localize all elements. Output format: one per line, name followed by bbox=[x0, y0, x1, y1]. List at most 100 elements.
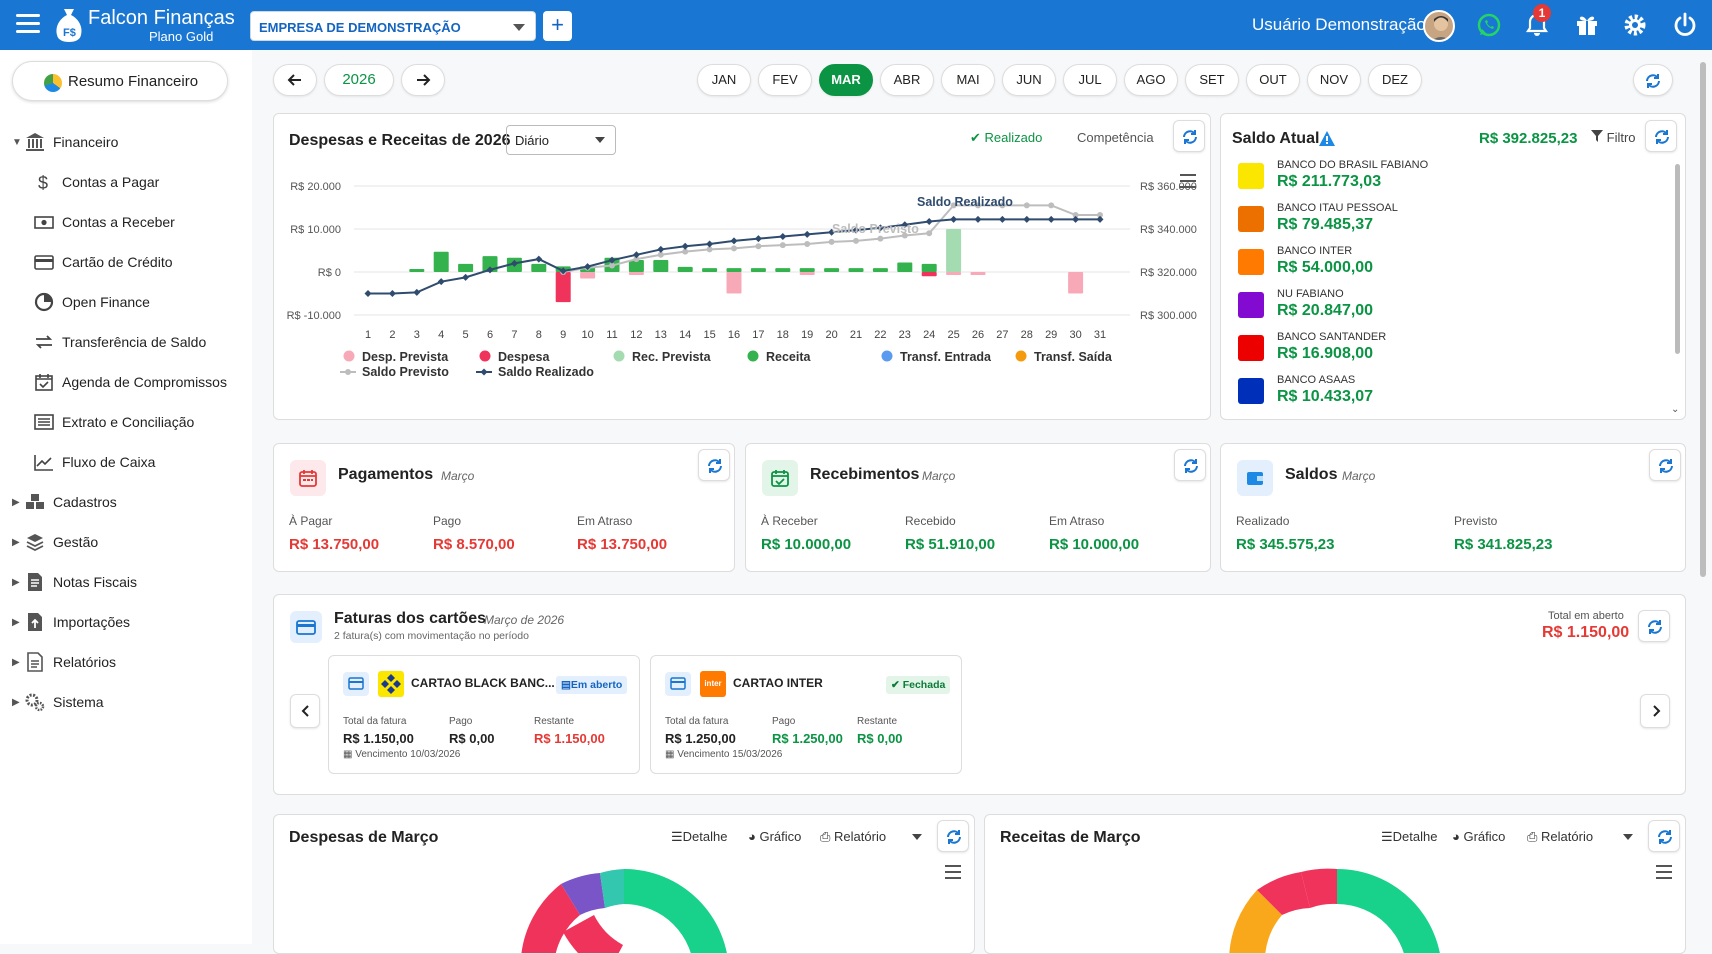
invoice-card-inter[interactable]: inter CARTAO INTER ✔ Fechada Total da fa… bbox=[650, 655, 962, 774]
chart-menu-icon[interactable] bbox=[1180, 174, 1196, 188]
legend-label: Receita bbox=[766, 350, 812, 364]
month-abr[interactable]: ABR bbox=[880, 64, 934, 96]
point-saldo-previsto bbox=[877, 235, 884, 242]
prev-year-button[interactable] bbox=[273, 64, 317, 96]
bank-row[interactable]: BANCO DO BRASIL FABIANO R$ 211.773,03 bbox=[1238, 159, 1538, 199]
refresh-pagamentos-button[interactable] bbox=[698, 449, 730, 481]
hamburger-menu-icon[interactable] bbox=[16, 14, 40, 34]
month-nov[interactable]: NOV bbox=[1307, 64, 1361, 96]
month-mar[interactable]: MAR bbox=[819, 64, 873, 96]
month-ago[interactable]: AGO bbox=[1124, 64, 1178, 96]
chart-menu-icon[interactable] bbox=[945, 865, 961, 879]
sidebar-item-contas-a-receber[interactable]: Contas a Receber bbox=[0, 204, 252, 240]
realizado-toggle[interactable]: ✔ Realizado bbox=[970, 130, 1042, 146]
bar-receita bbox=[799, 268, 815, 272]
granularity-select[interactable]: Diário bbox=[506, 125, 616, 155]
month-dez[interactable]: DEZ bbox=[1368, 64, 1422, 96]
sidebar-group-notas-fiscais[interactable]: ▶ Notas Fiscais bbox=[0, 564, 252, 600]
filter-button[interactable]: Filtro bbox=[1591, 130, 1636, 145]
invoice-card-bb[interactable]: CARTAO BLACK BANC... ▤Em aberto Total da… bbox=[328, 655, 640, 774]
whatsapp-icon[interactable] bbox=[1476, 12, 1502, 38]
month-jun[interactable]: JUN bbox=[1002, 64, 1056, 96]
gear-icon[interactable] bbox=[1622, 12, 1648, 38]
detalhe-tab[interactable]: ☰Detalhe bbox=[1381, 829, 1437, 845]
bar-despesa bbox=[921, 272, 937, 277]
refresh-faturas-button[interactable] bbox=[1638, 610, 1670, 642]
add-company-button[interactable]: + bbox=[543, 11, 572, 41]
point-saldo-realizado bbox=[803, 230, 811, 238]
pagamentos-card: Pagamentos Março À Pagar R$ 13.750,00 Pa… bbox=[273, 443, 735, 572]
chevron-down-icon[interactable] bbox=[912, 834, 922, 845]
grafico-tab[interactable]: ◕ Gráfico bbox=[1452, 829, 1505, 844]
bank-row[interactable]: BANCO ASAAS R$ 10.433,07 bbox=[1238, 374, 1538, 414]
relatorio-tab[interactable]: ⎙ Relatório bbox=[1527, 829, 1593, 845]
refresh-recebimentos-button[interactable] bbox=[1174, 449, 1206, 481]
page-scrollbar[interactable] bbox=[1700, 62, 1706, 577]
company-select[interactable]: EMPRESA DE DEMONSTRAÇÃO bbox=[250, 11, 536, 41]
sidebar-item-agenda[interactable]: Agenda de Compromissos bbox=[0, 364, 252, 400]
bank-row[interactable]: BANCO INTER R$ 54.000,00 bbox=[1238, 245, 1538, 285]
chevron-down-icon[interactable] bbox=[1623, 834, 1633, 845]
competencia-toggle[interactable]: Competência bbox=[1077, 130, 1154, 145]
month-mai[interactable]: MAI bbox=[941, 64, 995, 96]
sidebar-item-transferencia[interactable]: Transferência de Saldo bbox=[0, 324, 252, 360]
point-saldo-previsto bbox=[609, 262, 615, 269]
saldos-month: Março bbox=[1342, 469, 1376, 483]
sidebar-item-fluxo-de-caixa[interactable]: Fluxo de Caixa bbox=[0, 444, 252, 480]
scroll-down-icon[interactable]: ⌄ bbox=[1671, 404, 1680, 415]
warning-icon[interactable] bbox=[1318, 130, 1336, 147]
point-saldo-realizado bbox=[998, 215, 1006, 223]
refresh-saldos-button[interactable] bbox=[1649, 449, 1681, 481]
user-name[interactable]: Usuário Demonstração bbox=[1252, 15, 1426, 34]
bar-desp-prevista bbox=[726, 272, 742, 294]
brand-logo[interactable]: F$ Falcon Finanças Plano Gold bbox=[54, 5, 244, 47]
bank-row[interactable]: BANCO ITAU PESSOAL R$ 79.485,37 bbox=[1238, 202, 1538, 242]
sidebar-item-contas-a-pagar[interactable]: $ Contas a Pagar bbox=[0, 164, 252, 200]
notification-badge: 1 bbox=[1533, 4, 1551, 22]
grafico-tab[interactable]: ◕ Gráfico bbox=[748, 829, 801, 844]
refresh-all-button[interactable] bbox=[1633, 64, 1673, 96]
sidebar-item-extrato[interactable]: Extrato e Conciliação bbox=[0, 404, 252, 440]
sidebar-group-gestao[interactable]: ▶ Gestão bbox=[0, 524, 252, 560]
month-jul[interactable]: JUL bbox=[1063, 64, 1117, 96]
sidebar-group-relatorios[interactable]: ▶ Relatórios bbox=[0, 644, 252, 680]
annotation-saldo-previsto: Saldo Previsto bbox=[832, 222, 919, 236]
refresh-receitas-button[interactable] bbox=[1648, 820, 1680, 852]
sidebar-group-sistema[interactable]: ▶ Sistema bbox=[0, 684, 252, 720]
carousel-next-button[interactable] bbox=[1640, 694, 1670, 728]
bank-row[interactable]: BANCO SANTANDER R$ 16.908,00 bbox=[1238, 331, 1538, 371]
x-tick-label: 17 bbox=[752, 329, 764, 341]
sidebar-group-importacoes[interactable]: ▶ Importações bbox=[0, 604, 252, 640]
power-icon[interactable] bbox=[1672, 12, 1698, 38]
sidebar-group-cadastros[interactable]: ▶ Cadastros bbox=[0, 484, 252, 520]
sidebar-item-cartao-de-credito[interactable]: Cartão de Crédito bbox=[0, 244, 252, 280]
x-tick-label: 18 bbox=[777, 329, 789, 341]
bank-row[interactable]: NU FABIANO R$ 20.847,00 bbox=[1238, 288, 1538, 328]
month-out[interactable]: OUT bbox=[1246, 64, 1300, 96]
refresh-saldo-button[interactable] bbox=[1645, 120, 1677, 152]
relatorio-tab[interactable]: ⎙ Relatório bbox=[820, 829, 886, 845]
month-jan[interactable]: JAN bbox=[697, 64, 751, 96]
refresh-despesas-button[interactable] bbox=[937, 820, 969, 852]
avatar[interactable] bbox=[1423, 10, 1455, 42]
chart-menu-icon[interactable] bbox=[1656, 865, 1672, 879]
refresh-chart-button[interactable] bbox=[1173, 120, 1205, 152]
wallet-icon bbox=[1247, 472, 1263, 485]
card-icon-box bbox=[290, 611, 322, 643]
sidebar-item-open-finance[interactable]: Open Finance bbox=[0, 284, 252, 320]
gift-icon[interactable] bbox=[1574, 12, 1600, 38]
detalhe-label: Detalhe bbox=[682, 829, 728, 844]
month-fev[interactable]: FEV bbox=[758, 64, 812, 96]
year-display[interactable]: 2026 bbox=[324, 64, 394, 96]
scrollbar[interactable] bbox=[1675, 164, 1680, 354]
x-tick-label: 21 bbox=[850, 329, 862, 341]
bar-receita bbox=[872, 268, 888, 272]
detalhe-tab[interactable]: ☰Detalhe bbox=[671, 829, 727, 845]
month-set[interactable]: SET bbox=[1185, 64, 1239, 96]
sidebar-group-label: Cadastros bbox=[53, 494, 117, 510]
carousel-prev-button[interactable] bbox=[290, 694, 320, 728]
next-year-button[interactable] bbox=[401, 64, 445, 96]
calendar-icon bbox=[299, 470, 317, 487]
resumo-financeiro-button[interactable]: Resumo Financeiro bbox=[12, 61, 228, 101]
sidebar-group-financeiro[interactable]: ▼ Financeiro bbox=[0, 124, 252, 160]
